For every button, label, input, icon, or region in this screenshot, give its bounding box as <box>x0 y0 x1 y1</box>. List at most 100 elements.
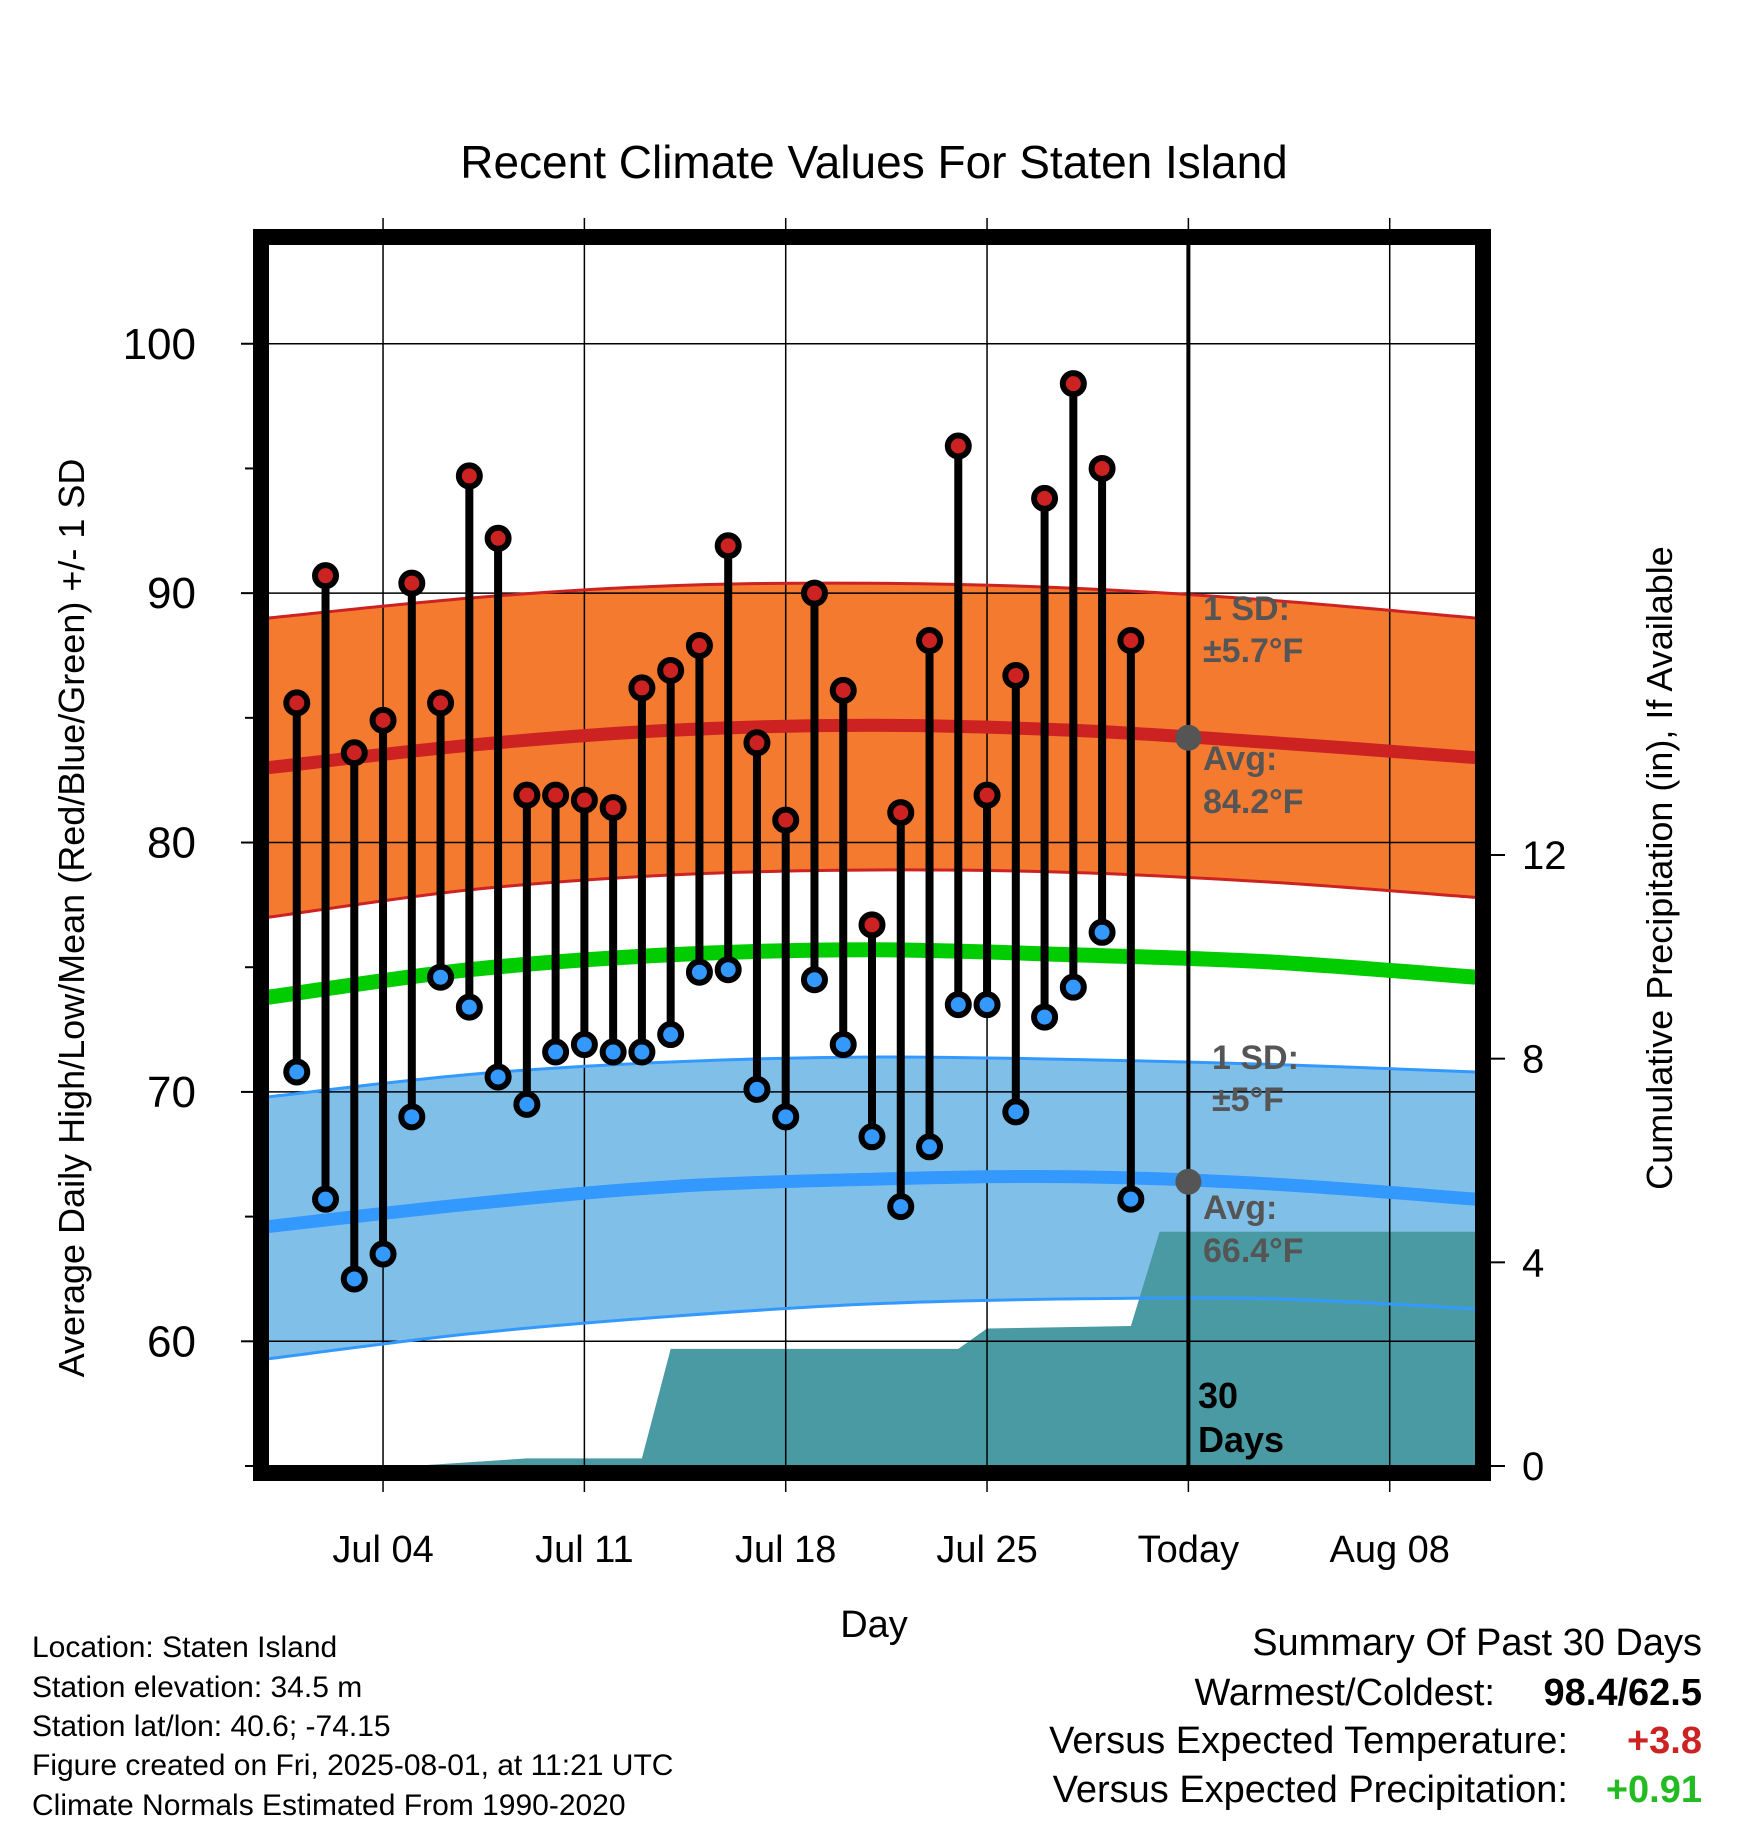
daily-high-point <box>312 562 340 590</box>
daily-low-point <box>542 1038 570 1066</box>
summary-warmest-value: 98.4/62.5 <box>1544 1672 1702 1714</box>
daily-high-point <box>340 739 368 767</box>
plot-frame <box>253 229 1491 1481</box>
today-low-avg-marker <box>1175 1168 1202 1195</box>
daily-high-point <box>657 656 685 684</box>
daily-high-point <box>484 524 512 552</box>
daily-high-point <box>1002 661 1030 689</box>
y-right-tick-label: 4 <box>1522 1241 1544 1285</box>
daily-low-point <box>398 1103 426 1131</box>
daily-low-point <box>484 1063 512 1091</box>
x-tick-label: Today <box>1138 1529 1239 1571</box>
daily-high-point <box>714 532 742 560</box>
annotation-high-avg-value: 84.2°F <box>1203 783 1304 821</box>
y-tick-label: 60 <box>147 1317 196 1366</box>
daily-low-point <box>1117 1185 1145 1213</box>
daily-high-point <box>1088 454 1116 482</box>
y-tick-label: 90 <box>147 569 196 618</box>
daily-high-point <box>800 579 828 607</box>
daily-low-point <box>1088 918 1116 946</box>
daily-high-point <box>542 781 570 809</box>
daily-high-point <box>599 794 627 822</box>
daily-low-point <box>657 1021 685 1049</box>
daily-high-point <box>916 627 944 655</box>
daily-low-point <box>369 1240 397 1268</box>
precip-area <box>268 1231 1476 1466</box>
summary-precip-label: Versus Expected Precipitation: <box>1053 1769 1568 1811</box>
daily-high-point <box>455 462 483 490</box>
footer-created: Figure created on Fri, 2025-08-01, at 11… <box>32 1749 673 1782</box>
y-right-tick-label: 12 <box>1522 834 1567 878</box>
daily-low-point <box>340 1265 368 1293</box>
y-tick-label: 100 <box>123 320 196 369</box>
daily-low-point <box>455 993 483 1021</box>
daily-low-point <box>513 1090 541 1118</box>
y-tick-label: 70 <box>147 1068 196 1117</box>
annotation-low-avg: Avg: <box>1203 1189 1277 1227</box>
daily-high-point <box>685 632 713 660</box>
footer-elevation: Station elevation: 34.5 m <box>32 1671 362 1704</box>
high-sd-band <box>268 583 1476 918</box>
daily-high-point <box>944 432 972 460</box>
daily-high-point <box>772 806 800 834</box>
y-right-tick-label: 0 <box>1522 1445 1544 1489</box>
y-axis-label: Average Daily High/Low/Mean (Red/Blue/Gr… <box>51 459 92 1378</box>
summary-precip-value: +0.91 <box>1606 1769 1702 1811</box>
daily-high-point <box>858 911 886 939</box>
daily-high-point <box>1059 370 1087 398</box>
daily-low-point <box>570 1031 598 1059</box>
x-axis-label: Day <box>840 1604 908 1646</box>
daily-high-point <box>427 689 455 717</box>
daily-high-point <box>398 569 426 597</box>
daily-low-point <box>829 1031 857 1059</box>
chart-title: Recent Climate Values For Staten Island <box>460 136 1288 188</box>
daily-high-point <box>973 781 1001 809</box>
annotation-days-word: Days <box>1198 1419 1284 1460</box>
y-right-tick-label: 8 <box>1522 1038 1544 1082</box>
x-tick-label: Jul 11 <box>535 1529 634 1571</box>
summary-temp-value: +3.8 <box>1627 1720 1702 1762</box>
footer-normals: Climate Normals Estimated From 1990-2020 <box>32 1789 626 1822</box>
daily-low-point <box>916 1133 944 1161</box>
annotation-high-sd: 1 SD: <box>1203 590 1290 628</box>
daily-high-point <box>1117 627 1145 655</box>
normal-low-line <box>267 1169 1477 1234</box>
daily-high-point <box>1031 484 1059 512</box>
summary-title: Summary Of Past 30 Days <box>1252 1622 1702 1664</box>
daily-high-point <box>369 706 397 734</box>
daily-low-point <box>1031 1003 1059 1031</box>
daily-high-point <box>887 799 915 827</box>
annotation-low-avg-value: 66.4°F <box>1203 1232 1304 1270</box>
daily-low-point <box>1059 973 1087 1001</box>
daily-low-point <box>427 963 455 991</box>
daily-low-point <box>772 1103 800 1131</box>
daily-high-point <box>513 781 541 809</box>
x-tick-label: Jul 04 <box>332 1529 433 1571</box>
y-axis-label-right: Cumulative Precipitation (in), If Availa… <box>1639 546 1680 1190</box>
daily-high-point <box>628 674 656 702</box>
daily-high-point <box>570 786 598 814</box>
daily-low-point <box>944 991 972 1019</box>
daily-high-point <box>743 729 771 757</box>
daily-low-point <box>800 966 828 994</box>
daily-low-point <box>858 1123 886 1151</box>
daily-low-point <box>599 1038 627 1066</box>
daily-low-point <box>714 956 742 984</box>
daily-low-point <box>887 1193 915 1221</box>
summary-warmest-label: Warmest/Coldest: <box>1194 1672 1495 1714</box>
daily-high-point <box>283 689 311 717</box>
annotation-high-sd-value: ±5.7°F <box>1203 632 1303 670</box>
daily-low-point <box>1002 1098 1030 1126</box>
annotation-days-count: 30 <box>1198 1375 1238 1416</box>
daily-low-point <box>973 991 1001 1019</box>
daily-low-point <box>743 1075 771 1103</box>
daily-low-point <box>283 1058 311 1086</box>
daily-low-point <box>312 1185 340 1213</box>
daily-low-point <box>685 958 713 986</box>
x-tick-label: Jul 18 <box>735 1529 836 1571</box>
today-high-avg-marker <box>1175 724 1202 751</box>
footer-location: Location: Staten Island <box>32 1631 337 1664</box>
annotation-low-sd-value: ±5°F <box>1212 1081 1284 1119</box>
summary-temp-label: Versus Expected Temperature: <box>1049 1720 1568 1762</box>
